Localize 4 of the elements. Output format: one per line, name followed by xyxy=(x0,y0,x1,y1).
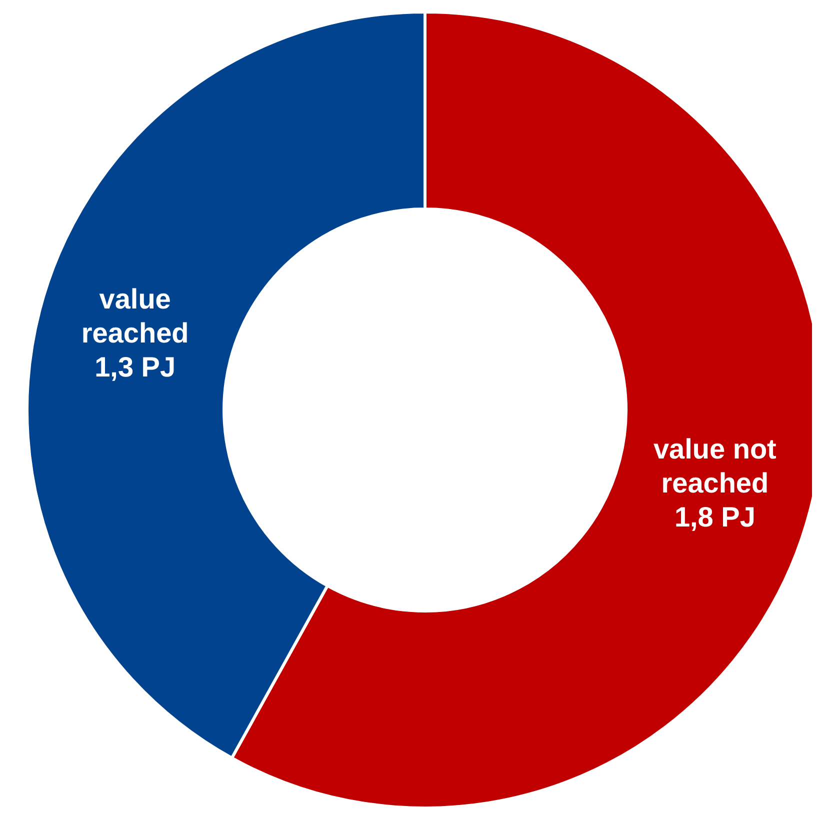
slice-label: value reached xyxy=(81,283,189,348)
slice-label: value not reached xyxy=(653,433,776,498)
data-label: 1,3 PJ xyxy=(94,351,176,382)
data-label: 1,8 PJ xyxy=(674,501,756,532)
